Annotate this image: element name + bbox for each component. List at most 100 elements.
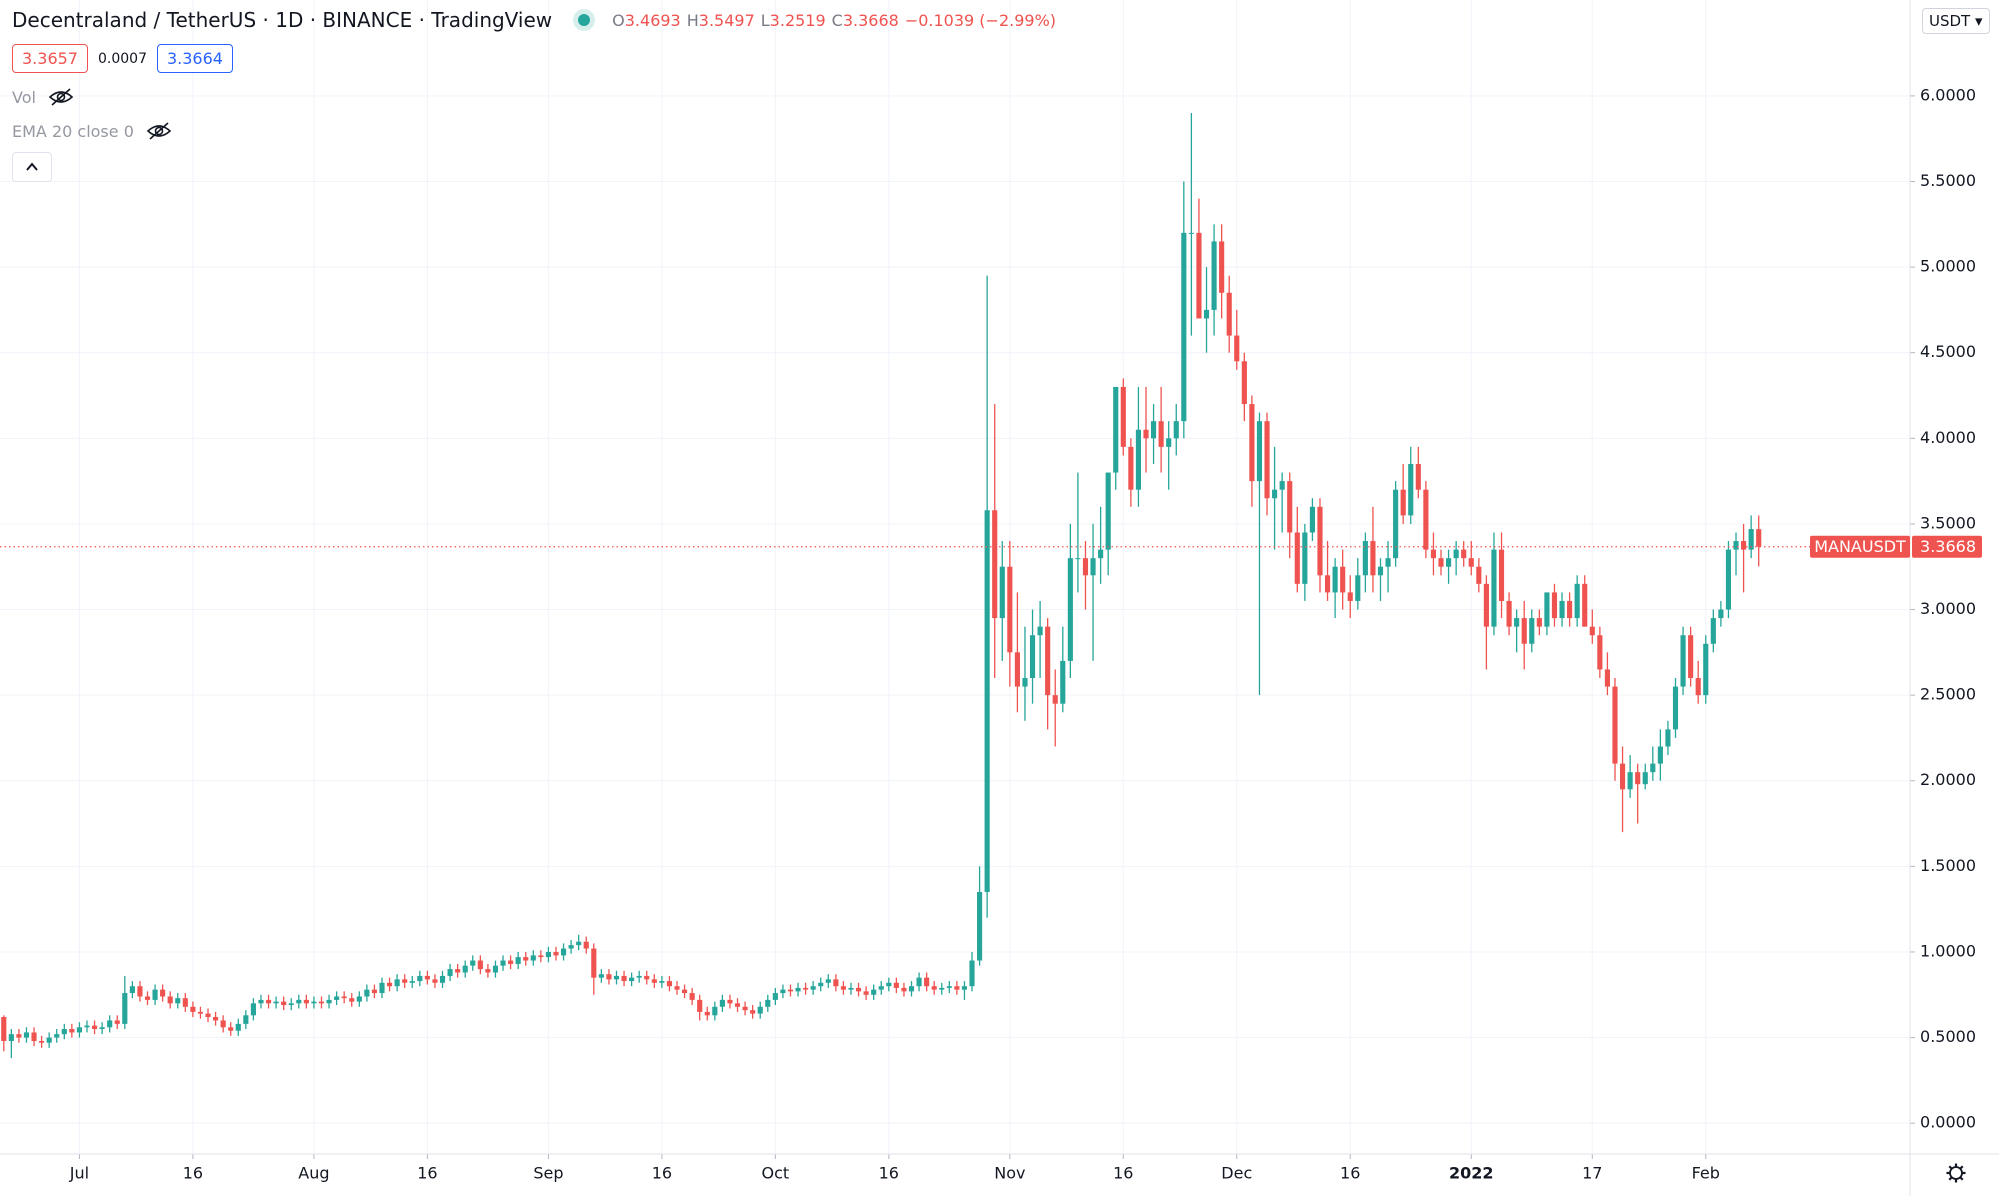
candle-body xyxy=(1612,686,1618,764)
candle-body xyxy=(1347,592,1353,601)
candle-body xyxy=(1703,643,1709,696)
candle-body xyxy=(281,1001,287,1006)
candle-body xyxy=(311,1001,317,1004)
hidden-icon[interactable] xyxy=(48,87,74,107)
candle-body xyxy=(969,960,975,987)
candle-body xyxy=(1415,463,1421,490)
buy-button[interactable]: 3.3664 xyxy=(156,44,233,73)
candle-body xyxy=(697,999,703,1012)
candle-body xyxy=(1400,489,1406,516)
candle-body xyxy=(1680,635,1686,687)
candle-body xyxy=(182,998,188,1007)
candle-body xyxy=(318,1001,325,1004)
candle-body xyxy=(1287,481,1293,533)
candle-body xyxy=(1219,241,1225,293)
candle-body xyxy=(8,1034,14,1041)
candle-body xyxy=(1355,575,1361,601)
currency-selector[interactable]: USDT ▾ xyxy=(1922,8,1990,34)
candle-body xyxy=(1551,592,1558,619)
candle-body xyxy=(1741,541,1747,550)
gear-tooth xyxy=(1948,1165,1953,1170)
y-tick-label: 1.0000 xyxy=(1920,941,1976,960)
candle-body xyxy=(1733,541,1739,550)
candle-body xyxy=(175,998,181,1004)
candle-body xyxy=(356,996,362,1002)
x-tick-label: Oct xyxy=(762,1164,790,1183)
candle-body xyxy=(114,1020,120,1024)
candle-body xyxy=(1430,549,1437,559)
candle-body xyxy=(386,982,393,987)
candle-body xyxy=(1294,532,1300,584)
candle-body xyxy=(916,977,922,987)
candle-body xyxy=(402,979,408,983)
candle-body xyxy=(432,979,438,983)
x-tick-label: Jul xyxy=(69,1164,89,1183)
candle-body xyxy=(137,986,143,997)
ohlc-key: O xyxy=(612,10,625,30)
candle-body xyxy=(1324,575,1331,593)
collapse-button[interactable] xyxy=(12,152,52,182)
gear-tooth xyxy=(1948,1176,1953,1181)
trade-badges: 3.3657 0.0007 3.3664 xyxy=(12,44,233,73)
candle-body xyxy=(1181,232,1187,422)
candle-body xyxy=(999,566,1005,619)
ohlc-value: 3.3668 xyxy=(842,10,899,30)
candle-body xyxy=(855,987,862,992)
candle-body xyxy=(1597,635,1603,670)
hidden-icon[interactable] xyxy=(146,121,172,141)
y-tick-label: 1.5000 xyxy=(1920,856,1976,875)
candle-body xyxy=(1007,566,1013,653)
candle-body xyxy=(651,979,657,983)
indicator-row[interactable]: Vol xyxy=(12,87,74,107)
candle-body xyxy=(485,969,491,973)
candle-body xyxy=(946,986,952,988)
candle-body xyxy=(409,981,415,983)
x-tick-label: 16 xyxy=(652,1164,672,1183)
candle-body xyxy=(1143,429,1149,439)
candle-body xyxy=(1385,558,1391,567)
candle-body xyxy=(1196,232,1202,319)
price-tag xyxy=(1912,535,1982,558)
settings-icon[interactable] xyxy=(1946,1163,1966,1183)
candle-body xyxy=(682,989,688,994)
symbol-title[interactable]: Decentraland / TetherUS · 1D · BINANCE ·… xyxy=(12,8,553,32)
candle-body xyxy=(530,955,536,961)
candle-body xyxy=(1135,429,1142,490)
candle-body xyxy=(1642,772,1648,785)
candle-body xyxy=(250,1003,256,1016)
candle-body xyxy=(1052,695,1058,704)
candle-body xyxy=(39,1040,45,1043)
candle-body xyxy=(1461,549,1467,559)
sell-button[interactable]: 3.3657 xyxy=(12,44,88,73)
x-tick-label: 17 xyxy=(1582,1164,1602,1183)
candle-body xyxy=(54,1034,60,1038)
indicator-row[interactable]: EMA 20 close 0 xyxy=(12,121,172,141)
candle-body xyxy=(1082,558,1089,576)
candle-body xyxy=(1120,386,1126,447)
candle-body xyxy=(795,987,801,992)
candle-body xyxy=(977,892,983,961)
candle-body xyxy=(492,965,499,973)
candle-body xyxy=(780,989,786,994)
candle-body xyxy=(1514,618,1520,627)
candle-body xyxy=(992,510,998,619)
candle-body xyxy=(190,1006,196,1012)
candle-body xyxy=(61,1029,67,1035)
candle-body xyxy=(727,999,733,1004)
candle-body xyxy=(1665,729,1671,747)
candle-body xyxy=(1650,763,1656,773)
candle-body xyxy=(1393,489,1399,559)
x-tick-label: Nov xyxy=(994,1164,1025,1183)
y-tick-label: 4.5000 xyxy=(1920,342,1976,361)
candle-body xyxy=(939,987,945,990)
candle-body xyxy=(258,999,264,1004)
candle-body xyxy=(1332,566,1338,593)
candle-body xyxy=(1574,583,1580,619)
candle-body xyxy=(349,998,355,1002)
candle-body xyxy=(235,1023,241,1031)
candle-body xyxy=(1725,549,1732,610)
candle-body xyxy=(636,975,642,978)
candle-body xyxy=(765,999,771,1007)
candle-body xyxy=(417,975,423,982)
